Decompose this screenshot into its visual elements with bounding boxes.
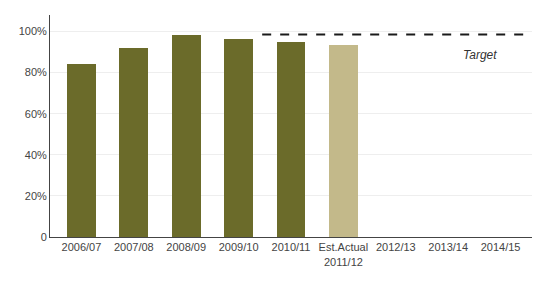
svg-text:2013/14: 2013/14 [428, 241, 468, 253]
svg-text:Est.Actual2011/12: Est.Actual2011/12 [319, 241, 369, 267]
svg-text:2008/09: 2008/09 [166, 241, 206, 253]
svg-text:60%: 60% [25, 108, 47, 120]
svg-text:0: 0 [41, 231, 47, 243]
svg-text:20%: 20% [25, 190, 47, 202]
svg-text:2010/11: 2010/11 [272, 241, 311, 253]
svg-text:80%: 80% [25, 66, 47, 78]
svg-text:2006/07: 2006/07 [62, 241, 102, 253]
svg-text:2009/10: 2009/10 [219, 241, 259, 253]
svg-text:2007/08: 2007/08 [114, 241, 154, 253]
svg-text:2014/15: 2014/15 [481, 241, 521, 253]
svg-text:2012/13: 2012/13 [376, 241, 416, 253]
svg-text:100%: 100% [19, 25, 47, 37]
svg-text:Target: Target [463, 48, 497, 62]
svg-text:40%: 40% [25, 149, 47, 161]
